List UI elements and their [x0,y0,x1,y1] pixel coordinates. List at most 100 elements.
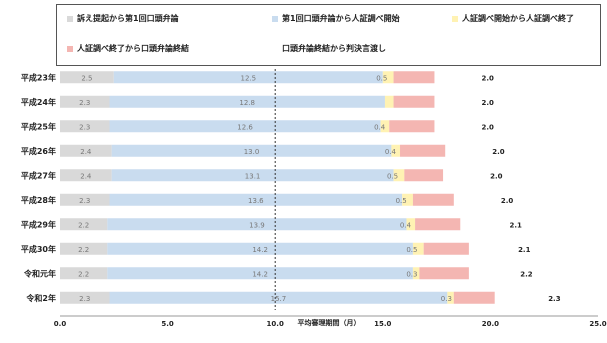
category-label: 平成30年 [21,244,56,254]
data-label: 0.5 [387,172,398,180]
data-label: 14.2 [252,270,268,278]
data-label: 13.6 [248,197,264,205]
category-label: 平成23年 [21,72,56,82]
legend-item: 第1回口頭弁論から人証調べ開始 [272,13,400,24]
bar-segment [460,218,505,230]
x-tick-label: 20.0 [482,320,499,328]
legend-item: 人証調べ終了から口頭弁論終結 [67,43,189,54]
bar-segment [412,242,424,255]
bar-segment [107,242,413,255]
bar-segment [423,242,469,255]
bar-segment [400,144,446,157]
category-label: 令和元年 [23,268,56,278]
bar-segment [412,193,454,206]
bar-segment [412,267,420,280]
category-label: 平成29年 [21,219,56,229]
legend-item: 人証調べ開始から人証調べ終了 [452,13,574,24]
legend-label: 人証調べ開始から人証調べ終了 [462,14,574,23]
bar-segment [109,95,385,108]
bar-segment [60,218,108,231]
bar-segment [419,267,469,280]
data-label: 12.6 [237,123,253,131]
bar-segment [107,267,413,280]
category-label: 平成24年 [21,97,56,107]
data-label: 0.4 [385,148,397,156]
bar-segment [380,120,390,133]
bar-segment [60,242,108,255]
bar-segment [447,291,454,304]
bar-segment [445,145,488,157]
bar-segment [415,218,461,231]
bar-segment [111,169,394,182]
data-label: 2.0 [501,197,514,205]
data-label: 0.4 [374,123,386,131]
data-label: 2.0 [481,99,494,107]
bar-segment [402,193,413,206]
data-label: 2.0 [492,148,505,156]
bar-segment [393,71,435,84]
bar-segment [454,194,497,206]
data-label: 0.5 [376,74,387,82]
bar-segment [60,193,110,206]
category-label: 平成26年 [21,146,56,156]
data-label: 0.3 [441,295,452,303]
data-label: 12.5 [241,74,257,82]
data-label: 2.5 [81,74,92,82]
bar-segment [469,243,514,255]
x-tick-label: 25.0 [589,320,606,328]
data-label: 15.7 [271,295,287,303]
legend-swatch [67,15,73,22]
x-tick-label: 15.0 [374,320,391,328]
legend: 訴え提起から第1回口頭弁論 第1回口頭弁論から人証調べ開始 人証調べ開始から人証… [56,4,601,66]
data-label: 2.2 [78,270,89,278]
x-tick-label: 10.0 [267,320,284,328]
bar-segment [384,95,394,108]
x-tick-label: 0.0 [54,320,67,328]
bar-segment [382,71,394,84]
data-label: 13.0 [244,148,260,156]
bar-segment [60,95,110,108]
bar-segment [443,169,486,181]
data-label: 0.5 [396,197,407,205]
data-label: 2.2 [78,221,89,229]
bar-segment [434,96,477,108]
bar-segment [113,71,383,84]
bar-segment [60,169,112,182]
data-label: 13.9 [249,221,265,229]
data-label: 2.2 [520,270,533,278]
bar-segment [391,144,401,157]
bar-segment [109,193,403,206]
data-label: 2.1 [509,221,522,229]
data-label: 0.3 [406,270,417,278]
data-label: 2.0 [490,172,503,180]
bar-segment [406,218,416,231]
data-label: 2.0 [481,123,494,131]
data-label: 14.2 [252,246,268,254]
category-label: 平成25年 [21,121,56,131]
bar-segment [389,120,435,133]
bar-segment [109,291,448,304]
legend-label: 人証調べ終了から口頭弁論終結 [77,44,189,53]
data-label: 2.4 [80,172,92,180]
category-label: 令和2年 [25,293,56,303]
x-axis-title: 平均審理期間（月） [298,318,361,327]
legend-item: 訴え提起から第1回口頭弁論 [67,13,179,24]
category-label: 平成27年 [21,170,56,180]
legend-swatch [272,15,278,22]
bar-segment [404,169,444,182]
data-label: 2.3 [79,99,90,107]
data-label: 13.1 [245,172,261,180]
data-label: 0.4 [400,221,412,229]
data-label: 2.0 [481,74,494,82]
bar-segment [111,144,392,157]
bar-segment [393,95,435,108]
bar-segment [434,71,477,83]
bar-segment [495,292,544,304]
legend-swatch [452,15,458,22]
legend-item: 口頭弁論終結から判決言渡し [272,43,386,54]
data-label: 2.4 [80,148,92,156]
data-label: 12.8 [239,99,255,107]
bar-segment [60,71,114,84]
category-label: 平成28年 [21,195,56,205]
